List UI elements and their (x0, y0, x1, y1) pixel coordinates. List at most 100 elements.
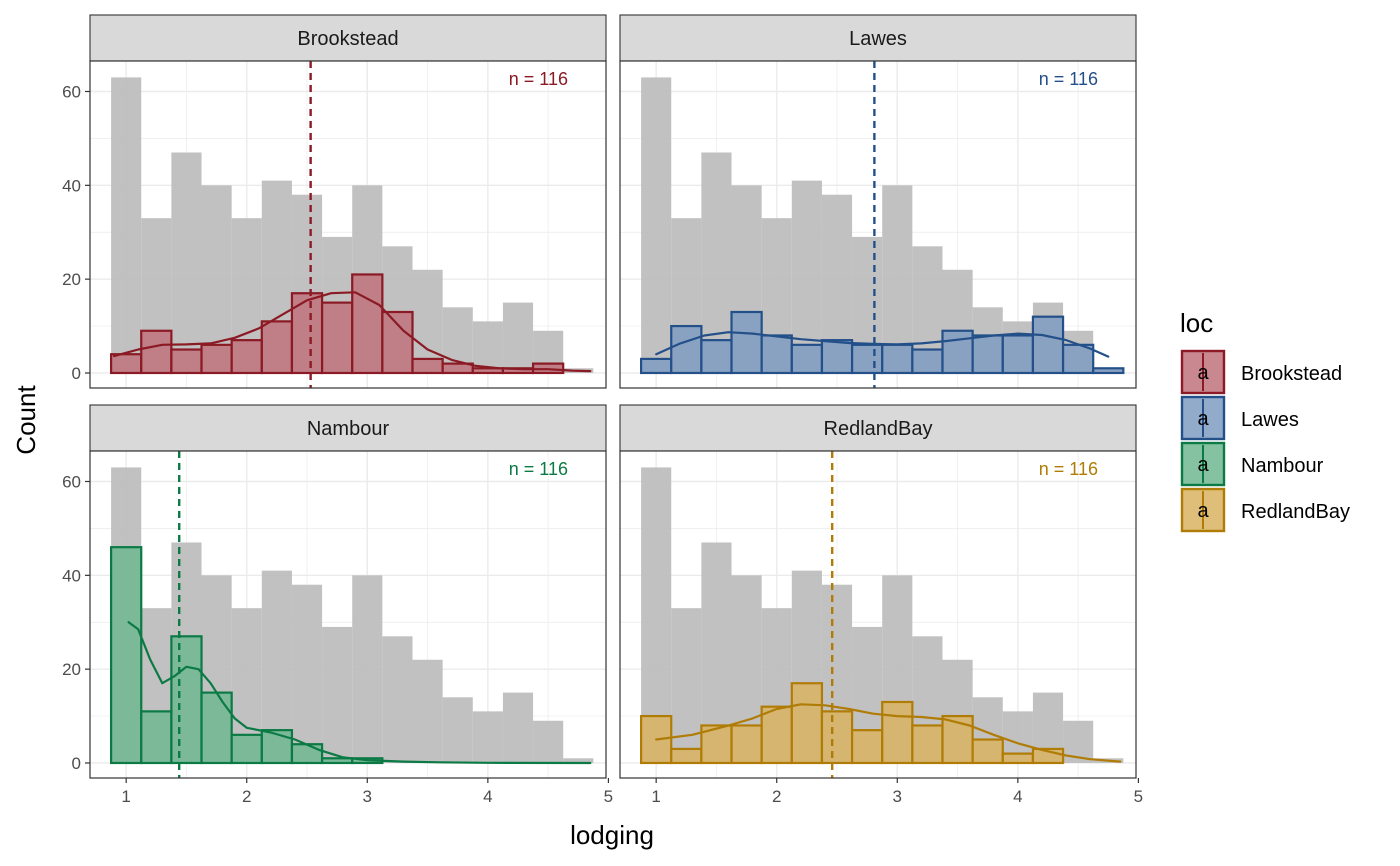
histogram-bar (790, 343, 824, 375)
histogram-bar (109, 546, 143, 765)
density-curve (655, 331, 1110, 358)
panel-border (619, 60, 1137, 389)
histogram-bar (760, 334, 793, 375)
density-curve (655, 703, 1122, 763)
facet-histogram (639, 682, 1065, 765)
legend-entry-brookstead: a Brookstead (1180, 349, 1342, 395)
histogram-bar (820, 710, 854, 765)
background-bar (382, 636, 413, 763)
histogram-bar (911, 348, 944, 375)
background-bar (641, 467, 672, 763)
background-bar (533, 720, 564, 763)
histogram-bar (670, 747, 703, 765)
histogram-bar (290, 743, 324, 765)
histogram-bar (730, 310, 763, 375)
x-axis-title: lodging (570, 820, 654, 850)
panel-brookstead: Brookstead n = 116 0 20 40 60 (62, 14, 607, 389)
histogram-bar (700, 339, 733, 375)
histogram-bar (971, 334, 1004, 375)
histogram-bar (109, 353, 143, 375)
histogram-bar (200, 343, 233, 375)
histogram-bar (170, 635, 203, 765)
histogram-bar (1092, 367, 1125, 375)
legend-title: loc (1180, 308, 1213, 338)
legend-key-glyph: a (1197, 362, 1209, 384)
n-label: n = 116 (509, 69, 568, 89)
histogram-bar (1061, 343, 1095, 375)
panel-border (619, 450, 1137, 779)
y-tick-label: 0 (72, 754, 81, 773)
n-label: n = 116 (509, 459, 568, 479)
strip-background (89, 404, 607, 452)
y-tick-label: 40 (62, 176, 81, 195)
strip-background (89, 14, 607, 62)
legend-label: Nambour (1241, 455, 1324, 477)
legend-label: Lawes (1241, 409, 1299, 431)
histogram-bar (260, 729, 294, 765)
legend-label: Brookstead (1241, 363, 1342, 385)
legend-entry-nambour: a Nambour (1180, 441, 1324, 487)
x-tick-label: 1 (121, 787, 130, 806)
legend-key-glyph: a (1197, 408, 1209, 430)
y-tick-label: 60 (62, 82, 81, 101)
background-bar (472, 711, 503, 763)
x-tick-label: 1 (651, 787, 660, 806)
strip-label: RedlandBay (824, 418, 933, 440)
x-tick-label: 4 (483, 787, 492, 806)
background-bar (502, 692, 534, 763)
histogram-bar (381, 310, 414, 375)
background-bar (352, 575, 383, 763)
background-bar (882, 185, 913, 373)
strip-background (619, 14, 1137, 62)
histogram-bar (200, 691, 233, 765)
histogram-bar (1001, 334, 1035, 375)
background-bar (442, 697, 473, 763)
legend: loc a Brookstead a Lawes a Nambour a RedlandBay (1180, 308, 1350, 533)
strip-background (619, 404, 1137, 452)
histogram-bar (260, 320, 294, 375)
density-curve (127, 621, 592, 765)
background-bar (502, 302, 534, 373)
x-tick-label: 3 (893, 787, 902, 806)
strip-label: Lawes (849, 28, 907, 50)
histogram-bar (351, 273, 384, 375)
histogram-bar (881, 700, 914, 765)
legend-label: RedlandBay (1241, 501, 1350, 523)
histogram-bar (730, 724, 763, 765)
histogram-bar (140, 329, 173, 375)
background-bar (171, 152, 202, 373)
background-bar (412, 659, 443, 763)
histogram-bar (230, 339, 263, 375)
y-tick-label: 20 (62, 660, 81, 679)
legend-key-glyph: a (1197, 454, 1209, 476)
background-bar (641, 77, 672, 373)
histogram-bar (170, 348, 203, 375)
histogram-bar (881, 343, 914, 375)
n-label: n = 116 (1039, 69, 1098, 89)
facet-histogram (639, 310, 1125, 375)
density-curve (112, 291, 592, 373)
histogram-bar (911, 724, 944, 765)
y-tick-label: 0 (72, 364, 81, 383)
background-bar (291, 584, 323, 763)
histogram-bar (1001, 752, 1035, 765)
n-label: n = 116 (1039, 459, 1098, 479)
background-bar (563, 758, 594, 763)
histogram-bar (320, 301, 354, 375)
histogram-bar (639, 714, 673, 765)
panel-border (89, 450, 607, 779)
strip-label: Brookstead (297, 28, 398, 50)
y-tick-label: 60 (62, 472, 81, 491)
x-tick-label: 4 (1013, 787, 1022, 806)
histogram-bar (670, 324, 703, 375)
histogram-bar (850, 343, 884, 375)
x-tick-label: 5 (604, 787, 613, 806)
strip-label: Nambour (307, 418, 390, 440)
histogram-bar (941, 329, 974, 375)
panel-nambour: Nambour n = 116 0 20 40 60 1 2 3 4 5 (62, 404, 613, 806)
histogram-bar (230, 733, 263, 765)
histogram-bar (971, 738, 1004, 765)
panel-lawes: Lawes n = 116 (619, 14, 1137, 389)
panel-border (89, 60, 607, 389)
